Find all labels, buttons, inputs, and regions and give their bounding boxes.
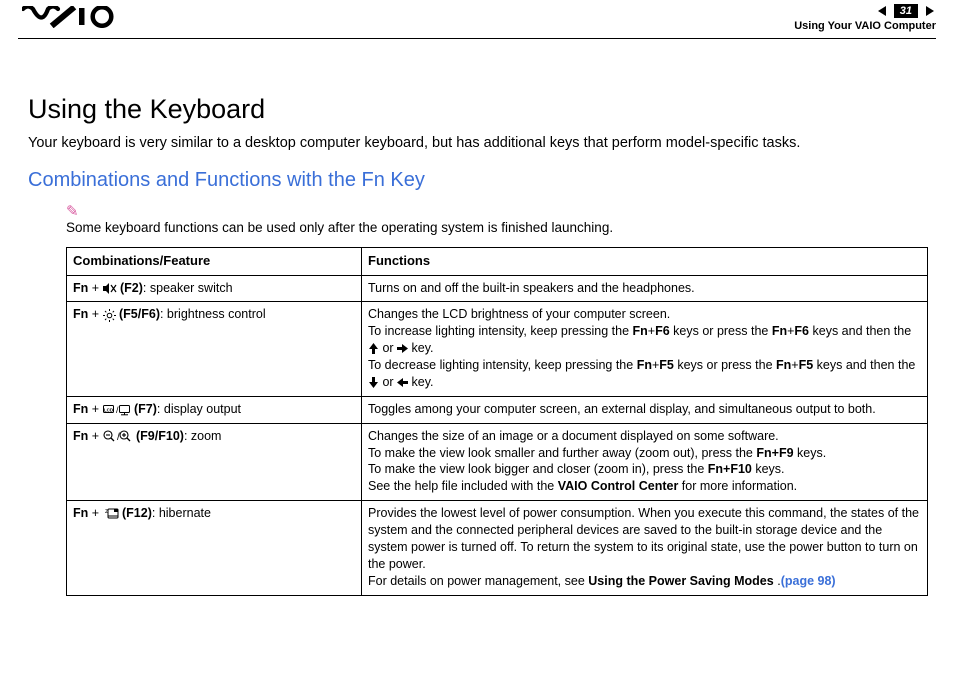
- left-arrow-icon: [397, 377, 408, 388]
- function-cell: Toggles among your computer screen, an e…: [362, 396, 928, 423]
- svg-text:/: /: [116, 405, 119, 415]
- th-functions: Functions: [362, 248, 928, 276]
- function-cell: Provides the lowest level of power consu…: [362, 501, 928, 595]
- table-row: Fn + (F2): speaker switchTurns on and of…: [67, 275, 928, 302]
- svg-text:LCD: LCD: [103, 407, 113, 412]
- zoom-icon: /: [103, 430, 133, 443]
- combo-cell: Fn + z (F12): hibernate: [67, 501, 362, 595]
- header-rule: [18, 38, 936, 39]
- combo-cell: Fn + (F5/F6): brightness control: [67, 302, 362, 396]
- note-text: Some keyboard functions can be used only…: [66, 220, 613, 235]
- note-pencil-icon: ✎: [66, 202, 926, 220]
- right-arrow-icon: [397, 343, 408, 354]
- section-label: Using Your VAIO Computer: [794, 20, 936, 32]
- svg-text:/: /: [117, 432, 120, 443]
- table-row: Fn + LCD/ (F7): display outputToggles am…: [67, 396, 928, 423]
- brightness-icon: [103, 309, 116, 322]
- function-cell: Changes the LCD brightness of your compu…: [362, 302, 928, 396]
- table-row: Fn + z (F12): hibernateProvides the lowe…: [67, 501, 928, 595]
- prev-page-arrow-icon[interactable]: [876, 4, 890, 18]
- th-combinations: Combinations/Feature: [67, 248, 362, 276]
- table-row: Fn + / (F9/F10): zoomChanges the size of…: [67, 423, 928, 501]
- speaker-mute-icon: [103, 283, 117, 294]
- hibernate-icon: z: [103, 507, 119, 520]
- display-output-icon: LCD/: [103, 404, 131, 416]
- fn-key-table: Combinations/Feature Functions Fn + (F2)…: [66, 247, 928, 596]
- down-arrow-icon: [368, 377, 379, 388]
- vaio-logo: [22, 6, 118, 28]
- combo-cell: Fn + LCD/ (F7): display output: [67, 396, 362, 423]
- up-arrow-icon: [368, 343, 379, 354]
- page-title: Using the Keyboard: [28, 94, 926, 125]
- function-cell: Changes the size of an image or a docume…: [362, 423, 928, 501]
- note-block: ✎ Some keyboard functions can be used on…: [66, 202, 926, 237]
- table-row: Fn + (F5/F6): brightness controlChanges …: [67, 302, 928, 396]
- page-nav: 31: [794, 4, 936, 18]
- next-page-arrow-icon[interactable]: [922, 4, 936, 18]
- page-content: Using the Keyboard Your keyboard is very…: [0, 40, 954, 596]
- intro-text: Your keyboard is very similar to a deskt…: [28, 135, 926, 151]
- page-header: 31 Using Your VAIO Computer: [0, 0, 954, 40]
- page-link[interactable]: (page 98): [781, 574, 836, 588]
- function-cell: Turns on and off the built-in speakers a…: [362, 275, 928, 302]
- subheading: Combinations and Functions with the Fn K…: [28, 169, 926, 192]
- combo-cell: Fn + / (F9/F10): zoom: [67, 423, 362, 501]
- page-number: 31: [894, 4, 918, 18]
- combo-cell: Fn + (F2): speaker switch: [67, 275, 362, 302]
